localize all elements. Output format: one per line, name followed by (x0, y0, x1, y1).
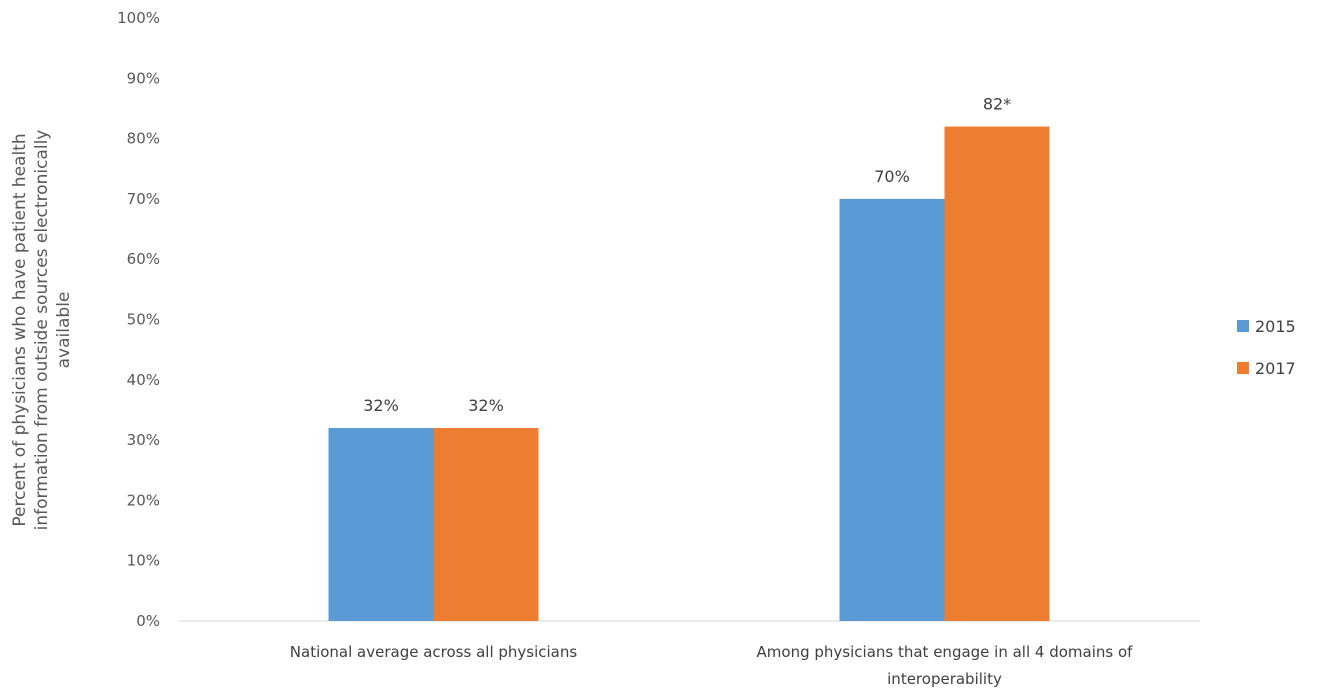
y-tick-label: 90% (127, 69, 160, 87)
bar-2015-cat-1 (839, 198, 945, 621)
y-axis-title-line: information from outside sources electro… (32, 130, 52, 531)
data-label: 82* (983, 95, 1011, 114)
bar-2015-cat-0 (328, 428, 434, 621)
x-category-label: National average across all physicians (290, 643, 578, 661)
y-tick-label: 80% (127, 130, 160, 148)
legend-label: 2015 (1255, 317, 1296, 336)
legend: 2015 2017 (1237, 317, 1296, 378)
x-category-label: Among physicians that engage in all 4 do… (757, 643, 1134, 661)
y-tick-label: 20% (127, 491, 160, 509)
y-tick-label: 40% (127, 371, 160, 389)
y-tick-label: 10% (127, 552, 160, 570)
y-tick-label: 50% (127, 311, 160, 329)
data-label: 70% (874, 167, 910, 186)
bar-2017-cat-1 (944, 126, 1050, 621)
y-axis-title-line: Percent of physicians who have patient h… (10, 133, 30, 526)
y-axis-title-line: available (54, 292, 74, 369)
x-axis-category-labels: National average across all physicians Am… (290, 643, 1133, 688)
x-category-label: interoperability (887, 670, 1002, 688)
y-tick-label: 70% (127, 190, 160, 208)
y-tick-label: 30% (127, 431, 160, 449)
y-tick-label: 60% (127, 250, 160, 268)
data-label: 32% (468, 396, 504, 415)
y-tick-label: 100% (117, 9, 160, 27)
legend-label: 2017 (1255, 359, 1296, 378)
data-labels: 32% 32% 70% 82* (363, 95, 1011, 416)
y-axis-label: Percent of physicians who have patient h… (10, 130, 74, 531)
y-axis-ticks: 0% 10% 20% 30% 40% 50% 60% 70% 80% 90% 100% (117, 9, 160, 630)
legend-swatch-2015 (1237, 320, 1249, 332)
bars (328, 126, 1050, 621)
data-label: 32% (363, 396, 399, 415)
y-axis-title: Percent of physicians who have patient h… (10, 130, 74, 531)
bar-2017-cat-0 (433, 428, 539, 621)
legend-swatch-2017 (1237, 362, 1249, 374)
y-tick-label: 0% (136, 612, 160, 630)
